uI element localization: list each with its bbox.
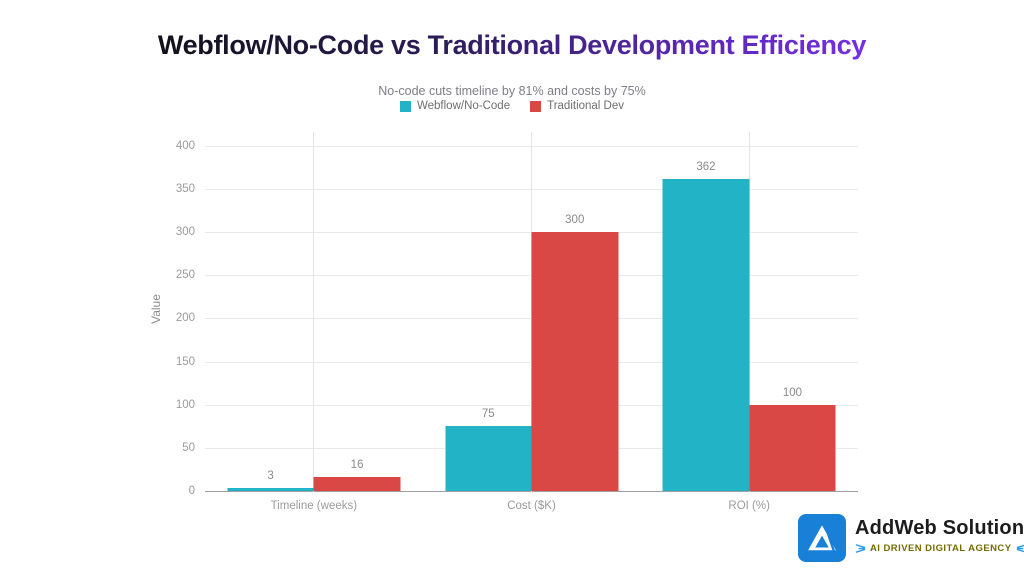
addweb-logo-icon: [798, 514, 846, 562]
y-tick-label: 0: [188, 485, 195, 497]
bar-value-label: 362: [696, 161, 716, 173]
y-tick-label: 100: [175, 399, 195, 411]
y-tick-label: 150: [175, 356, 195, 368]
brand-name: AddWeb Solution: [855, 517, 1024, 539]
legend-swatch-webflow: [399, 100, 411, 112]
bar-wrap: 16: [313, 459, 401, 491]
bar-wrap: 3: [227, 470, 314, 491]
y-tick-label: 300: [175, 226, 195, 238]
x-category-label: Cost ($K): [507, 500, 556, 512]
x-category-label: Timeline (weeks): [270, 500, 358, 512]
y-tick-label: 200: [175, 312, 195, 324]
bar-traditional-dev[interactable]: [531, 232, 618, 491]
y-tick-label: 250: [175, 269, 195, 281]
slide-title: Webflow/No-Code vs Traditional Developme…: [0, 30, 1024, 61]
legend-swatch-traditional: [530, 100, 542, 112]
bar-webflow-no-code[interactable]: [445, 426, 532, 491]
bar-wrap: 100: [749, 387, 836, 491]
bar-value-label: 300: [565, 214, 585, 226]
bar-traditional-dev[interactable]: [313, 477, 401, 491]
bar-wrap: 75: [445, 408, 532, 491]
plot-area: 0 50 100 150 200 250 300 350 400 3 16 Timeline (wee…: [176, 127, 858, 512]
brand-footer: AddWeb Solution AI DRIVEN DIGITAL AGENCY: [798, 514, 1024, 562]
legend-label-webflow: Webflow/No-Code: [416, 100, 511, 112]
brand-tagline: AI DRIVEN DIGITAL AGENCY: [855, 543, 1024, 554]
tagline-left-icon: [855, 544, 866, 553]
bar-traditional-dev[interactable]: [749, 405, 836, 491]
y-tick-label: 50: [182, 442, 195, 454]
tagline-right-icon: [1016, 544, 1024, 553]
legend-item-webflow[interactable]: Webflow/No-Code: [399, 100, 511, 112]
bar-wrap: 362: [662, 161, 750, 491]
bar-value-label: 100: [782, 387, 802, 399]
bar-value-label: 16: [350, 459, 364, 471]
bar-value-label: 75: [481, 408, 495, 420]
gridline-v: [313, 132, 315, 492]
gridline-v: [748, 132, 750, 492]
bar-group-3: 362 100: [662, 161, 836, 491]
y-tick-label: 350: [175, 183, 195, 195]
legend-item-traditional[interactable]: Traditional Dev: [530, 100, 624, 112]
y-tick-label: 400: [175, 140, 195, 152]
bar-value-label: 3: [267, 470, 274, 482]
logo-a-glyph: [808, 525, 836, 552]
chart-subtitle: No-code cuts timeline by 81% and costs b…: [378, 84, 646, 98]
bar-group-1: 3 16: [227, 459, 401, 491]
bar-webflow-no-code[interactable]: [662, 179, 750, 491]
legend-label-traditional: Traditional Dev: [547, 100, 625, 112]
x-category-label: ROI (%): [728, 500, 770, 512]
brand-tagline-text: AI DRIVEN DIGITAL AGENCY: [870, 543, 1012, 554]
bar-wrap: 300: [531, 214, 618, 491]
bar-group-2: 75 300: [445, 214, 618, 491]
chart-legend: Webflow/No-Code Traditional Dev: [0, 100, 1024, 112]
bar-webflow-no-code[interactable]: [227, 488, 314, 491]
